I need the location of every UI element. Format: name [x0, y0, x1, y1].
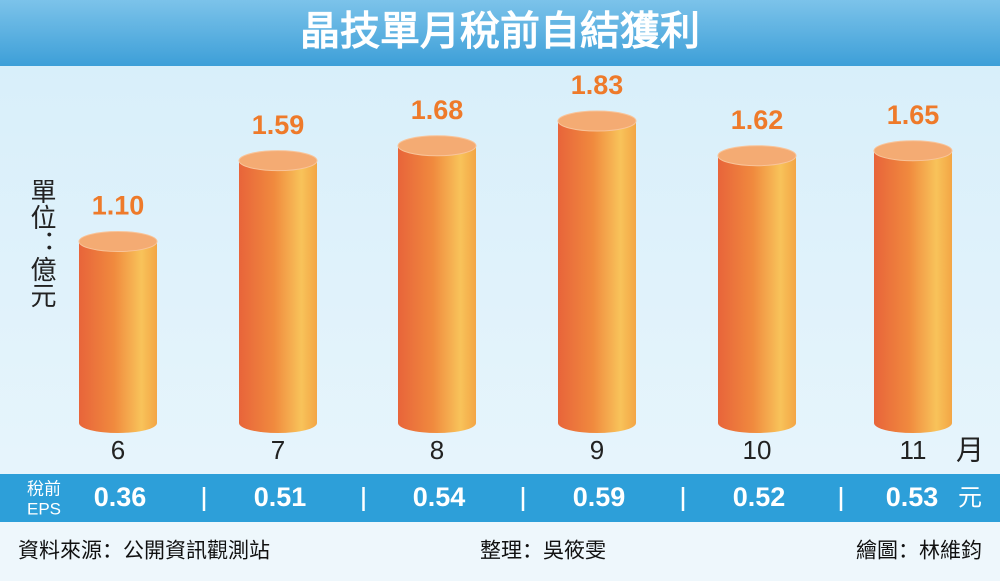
value-label: 1.10 — [92, 191, 145, 221]
bar — [558, 121, 636, 424]
x-tick-label: 7 — [271, 435, 285, 465]
x-tick-label: 8 — [430, 435, 444, 465]
value-label: 1.62 — [731, 105, 784, 135]
eps-unit: 元 — [958, 484, 982, 511]
eps-value: 0.36 — [94, 482, 147, 512]
unit-label: 單位：億元 — [27, 178, 57, 308]
bar — [718, 155, 796, 423]
eps-label: EPS — [27, 499, 61, 518]
eps-value: 0.54 — [413, 482, 466, 512]
eps-value: 0.59 — [573, 482, 626, 512]
eps-label: 稅前 — [27, 479, 61, 498]
editor: 整理：吳筱雯 — [480, 540, 606, 563]
chart-title: 晶技單月稅前自結獲利 — [300, 10, 700, 54]
eps-value: 0.51 — [254, 482, 307, 512]
x-tick-label: 10 — [743, 435, 772, 465]
bar — [874, 150, 952, 423]
title-banner — [0, 0, 1000, 66]
bar — [79, 241, 157, 423]
bar-top — [717, 145, 797, 167]
bar-top — [238, 150, 318, 172]
bar-top — [397, 135, 477, 157]
source: 資料來源：公開資訊觀測站 — [18, 540, 270, 563]
eps-value: 0.52 — [733, 482, 786, 512]
x-tick-label: 6 — [111, 435, 125, 465]
eps-band — [0, 474, 1000, 522]
eps-value: 0.53 — [886, 482, 939, 512]
bar-top — [873, 140, 953, 162]
value-label: 1.68 — [411, 95, 464, 125]
bar-top — [78, 231, 158, 252]
bar — [239, 160, 317, 423]
bar-top — [557, 110, 637, 132]
footer — [0, 522, 1000, 581]
artist: 繪圖：林維鈞 — [856, 540, 982, 563]
value-label: 1.65 — [887, 100, 940, 130]
x-tick-label: 9 — [590, 435, 604, 465]
value-label: 1.83 — [571, 70, 624, 100]
x-axis-label: 月 — [956, 434, 984, 465]
value-label: 1.59 — [252, 110, 305, 140]
bar — [398, 145, 476, 424]
x-tick-label: 11 — [900, 435, 927, 465]
